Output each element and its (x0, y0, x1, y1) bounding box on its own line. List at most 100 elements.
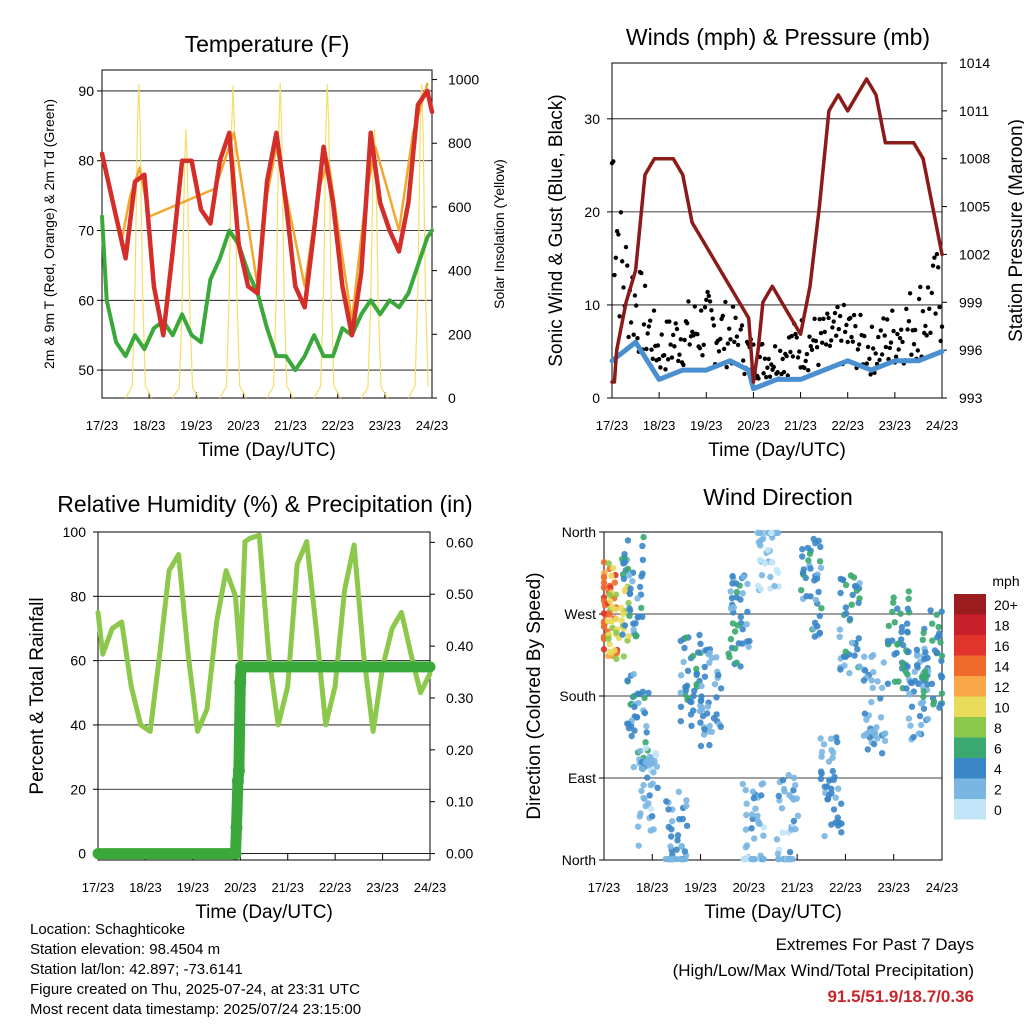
latlon-text: Station lat/lon: 42.897; -73.6141 (30, 961, 243, 978)
wind-direction-point (929, 637, 936, 644)
wind-gust-point (620, 259, 625, 264)
legend-label: 18 (994, 618, 1010, 634)
wind-gust-point (825, 311, 830, 316)
y-tick-label: 30 (584, 111, 600, 127)
wind-direction-point (924, 715, 932, 723)
wind-gust-point (897, 336, 903, 341)
wind-gust-point (710, 316, 715, 321)
wind-gust-point (716, 349, 722, 354)
x-tick-label: 20/23 (227, 418, 260, 433)
wind-gust-point (641, 322, 647, 327)
wind-gust-point (621, 285, 626, 290)
wind-direction-point (748, 811, 756, 818)
wind-direction-point (641, 694, 648, 702)
wind-gust-point (906, 319, 912, 324)
y-tick-label: 70 (78, 223, 94, 239)
wind-direction-point (646, 792, 653, 799)
wind-direction-point (913, 662, 921, 669)
wind-direction-point (920, 693, 927, 700)
wind-direction-point (813, 575, 821, 582)
wind-gust-point (778, 348, 783, 353)
y-tick-label: 90 (78, 83, 94, 99)
wind-direction-point (682, 855, 689, 863)
wind-direction-point (630, 763, 637, 771)
wind-direction-point (798, 587, 805, 594)
wind-direction-point (626, 605, 633, 612)
wind-gust-point (830, 325, 835, 330)
wind-direction-point (639, 570, 646, 577)
chart-title-winds-pressure: Winds (mph) & Pressure (mb) (626, 24, 930, 50)
wind-gust-point (887, 345, 892, 351)
wind-direction-point (889, 637, 896, 644)
wind-direction-point (861, 653, 868, 660)
wind-gust-point (678, 337, 683, 342)
wind-direction-point (642, 802, 649, 810)
wind-direction-point (778, 805, 786, 812)
wind-gust-point (720, 313, 725, 319)
wind-direction-point (625, 572, 633, 579)
wind-direction-point (812, 596, 820, 604)
legend-swatch (954, 758, 986, 779)
wind-gust-point (826, 315, 831, 321)
wind-gust-point (909, 352, 914, 357)
wind-direction-point (861, 710, 868, 717)
dewpoint-2m-line (100, 214, 434, 373)
wind-gust-point (721, 346, 727, 352)
rainfall-point (231, 775, 244, 787)
wind-direction-point (717, 685, 725, 692)
y-axis-label-humidity: Percent & Total Rainfall (27, 597, 48, 794)
x-tick-label: 20/23 (733, 880, 766, 895)
legend-swatch (954, 635, 986, 656)
y-tick-label: South (559, 688, 596, 704)
wind-direction-point (773, 529, 781, 537)
wind-gust-point (682, 337, 687, 343)
legend-label: 8 (994, 720, 1002, 736)
wind-gust-point (886, 356, 891, 362)
wind-direction-point (895, 678, 902, 685)
station-pressure-line (610, 77, 944, 384)
wind-direction-point (878, 684, 886, 692)
wind-direction-point (647, 782, 654, 789)
legend-swatch (954, 696, 986, 717)
wind-gust-point (869, 324, 875, 329)
wind-direction-point (681, 644, 688, 652)
wind-direction-point (629, 578, 636, 585)
wind-direction-point (905, 715, 913, 722)
wind-gust-point (858, 312, 863, 318)
wind-direction-point (757, 585, 764, 593)
wind-direction-point (628, 732, 635, 740)
wind-direction-point (605, 560, 612, 567)
wind-gust-point (650, 356, 655, 361)
wind-gust-point (885, 317, 890, 322)
wind-gust-point (803, 358, 808, 364)
wind-direction-point (740, 855, 747, 863)
wind-gust-point (665, 357, 671, 362)
wind-direction-point (803, 593, 810, 600)
wind-direction-point (653, 763, 661, 770)
rainfall-point (234, 676, 247, 689)
y2-tick-label: 400 (448, 263, 472, 279)
y2-tick-label: 1002 (959, 246, 990, 262)
wind-gust-point (927, 306, 932, 311)
wind-gust-point (915, 348, 920, 353)
wind-gust-point (686, 299, 691, 304)
x-tick-label: 17/23 (588, 880, 621, 895)
wind-direction-point (627, 585, 634, 592)
wind-direction-point (835, 785, 842, 792)
y-tick-label: West (564, 606, 596, 622)
y2-tick-label: 200 (448, 326, 472, 342)
wind-direction-point (621, 551, 628, 558)
wind-gust-point (867, 356, 872, 361)
wind-direction-point (904, 671, 911, 678)
x-tick-label: 21/23 (271, 880, 304, 895)
wind-gust-point (702, 305, 708, 310)
y2-axis-label-pressure: Station Pressure (Maroon) (1006, 119, 1024, 342)
wind-direction-point (919, 636, 926, 643)
wind-direction-point (869, 684, 876, 691)
wind-direction-point (739, 626, 746, 633)
wind-direction-point (639, 556, 647, 564)
wind-direction-point (878, 750, 886, 757)
legend-swatch (954, 655, 986, 676)
wind-direction-point (870, 740, 878, 748)
